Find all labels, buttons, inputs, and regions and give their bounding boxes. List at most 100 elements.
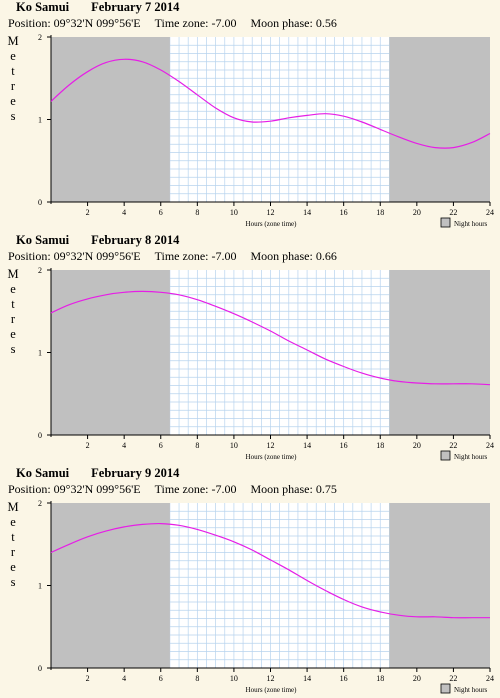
legend-swatch xyxy=(440,450,451,461)
date-label: February 9 2014 xyxy=(91,466,180,480)
date-label: February 8 2014 xyxy=(91,233,180,247)
x-tick-label: 10 xyxy=(230,674,238,683)
night-shading xyxy=(389,270,490,435)
panel-title: Ko Samui February 8 2014 xyxy=(16,233,179,248)
x-tick-label: 8 xyxy=(195,441,199,450)
legend-swatch xyxy=(440,683,451,694)
y-axis-label-letter: e xyxy=(10,49,16,63)
x-tick-label: 6 xyxy=(159,208,163,217)
info-line: Position: 09°32'N 099°56'E Time zone: -7.… xyxy=(8,16,351,31)
moon-phase-label: Moon phase: 0.75 xyxy=(250,482,337,496)
night-shading xyxy=(389,503,490,668)
info-line: Position: 09°32'N 099°56'E Time zone: -7.… xyxy=(8,249,351,264)
y-axis-label-letter: s xyxy=(10,575,16,589)
y-axis-label-letter: M xyxy=(7,34,19,48)
moon-phase-label: Moon phase: 0.56 xyxy=(250,16,337,30)
y-tick-label: 1 xyxy=(38,582,42,591)
panel-title: Ko Samui February 7 2014 xyxy=(16,0,179,15)
position-label: Position: 09°32'N 099°56'E xyxy=(8,249,141,263)
y-axis-label-letter: s xyxy=(10,342,16,356)
y-axis-label-letter: e xyxy=(10,560,16,574)
x-tick-label: 10 xyxy=(230,208,238,217)
y-axis-label-letter: e xyxy=(10,282,16,296)
x-tick-label: 22 xyxy=(449,208,457,217)
x-tick-label: 12 xyxy=(267,441,275,450)
tide-curve xyxy=(50,522,490,619)
x-tick-label: 18 xyxy=(376,208,384,217)
x-tick-label: 4 xyxy=(122,441,126,450)
position-label: Position: 09°32'N 099°56'E xyxy=(8,482,141,496)
location-name: Ko Samui xyxy=(16,466,70,480)
y-axis-label-letter: s xyxy=(10,109,16,123)
x-tick-label: 2 xyxy=(86,674,90,683)
x-tick-label: 18 xyxy=(376,441,384,450)
y-axis-label-letter: t xyxy=(11,64,15,78)
timezone-label: Time zone: -7.00 xyxy=(154,482,237,496)
x-tick-label: 16 xyxy=(340,208,348,217)
x-tick-label: 4 xyxy=(122,674,126,683)
timezone-label: Time zone: -7.00 xyxy=(154,249,237,263)
night-shading xyxy=(51,503,170,668)
x-axis-label: Hours (zone time) xyxy=(246,686,298,694)
x-tick-label: 8 xyxy=(195,208,199,217)
y-axis-label-letter: e xyxy=(10,94,16,108)
x-tick-label: 20 xyxy=(413,441,421,450)
x-tick-label: 16 xyxy=(340,674,348,683)
panel-title: Ko Samui February 9 2014 xyxy=(16,466,179,481)
location-name: Ko Samui xyxy=(16,233,70,247)
info-line: Position: 09°32'N 099°56'E Time zone: -7.… xyxy=(8,482,351,497)
x-tick-label: 10 xyxy=(230,441,238,450)
tide-panel-2: Ko Samui February 8 2014 Position: 09°32'… xyxy=(0,233,500,465)
x-tick-label: 24 xyxy=(486,674,494,683)
y-axis-label-letter: r xyxy=(10,545,16,559)
moon-phase-label: Moon phase: 0.66 xyxy=(250,249,337,263)
x-tick-label: 14 xyxy=(303,208,311,217)
y-axis-label-letter: M xyxy=(7,267,19,281)
y-axis-label-letter: t xyxy=(11,297,15,311)
legend-label: Night hours xyxy=(454,220,488,228)
y-tick-label: 2 xyxy=(38,266,42,275)
x-axis-label: Hours (zone time) xyxy=(246,453,298,461)
location-name: Ko Samui xyxy=(16,0,70,14)
x-tick-label: 12 xyxy=(267,674,275,683)
date-label: February 7 2014 xyxy=(91,0,180,14)
night-shading xyxy=(389,37,490,202)
x-tick-label: 22 xyxy=(449,441,457,450)
x-tick-label: 24 xyxy=(486,208,494,217)
x-tick-label: 6 xyxy=(159,441,163,450)
night-shading xyxy=(51,270,170,435)
x-tick-label: 14 xyxy=(303,441,311,450)
y-tick-label: 0 xyxy=(38,431,42,440)
x-tick-label: 24 xyxy=(486,441,494,450)
y-tick-label: 0 xyxy=(38,664,42,673)
x-tick-label: 8 xyxy=(195,674,199,683)
tide-curve xyxy=(50,290,491,386)
legend-label: Night hours xyxy=(454,453,488,461)
timezone-label: Time zone: -7.00 xyxy=(154,16,237,30)
x-tick-label: 2 xyxy=(86,441,90,450)
y-axis-label-letter: e xyxy=(10,327,16,341)
tide-panel-3: Ko Samui February 9 2014 Position: 09°32'… xyxy=(0,466,500,698)
y-axis-label-letter: r xyxy=(10,79,16,93)
y-tick-label: 1 xyxy=(38,349,42,358)
x-axis-label: Hours (zone time) xyxy=(246,220,298,228)
y-tick-label: 2 xyxy=(38,33,42,42)
x-tick-label: 2 xyxy=(86,208,90,217)
x-tick-label: 14 xyxy=(303,674,311,683)
x-tick-label: 4 xyxy=(122,208,126,217)
y-tick-label: 1 xyxy=(38,116,42,125)
x-tick-label: 20 xyxy=(413,674,421,683)
x-tick-label: 20 xyxy=(413,208,421,217)
x-tick-label: 16 xyxy=(340,441,348,450)
x-tick-label: 22 xyxy=(449,674,457,683)
y-tick-label: 0 xyxy=(38,198,42,207)
y-axis-label-letter: t xyxy=(11,530,15,544)
x-tick-label: 6 xyxy=(159,674,163,683)
y-axis-label-letter: M xyxy=(7,500,19,514)
x-tick-label: 18 xyxy=(376,674,384,683)
